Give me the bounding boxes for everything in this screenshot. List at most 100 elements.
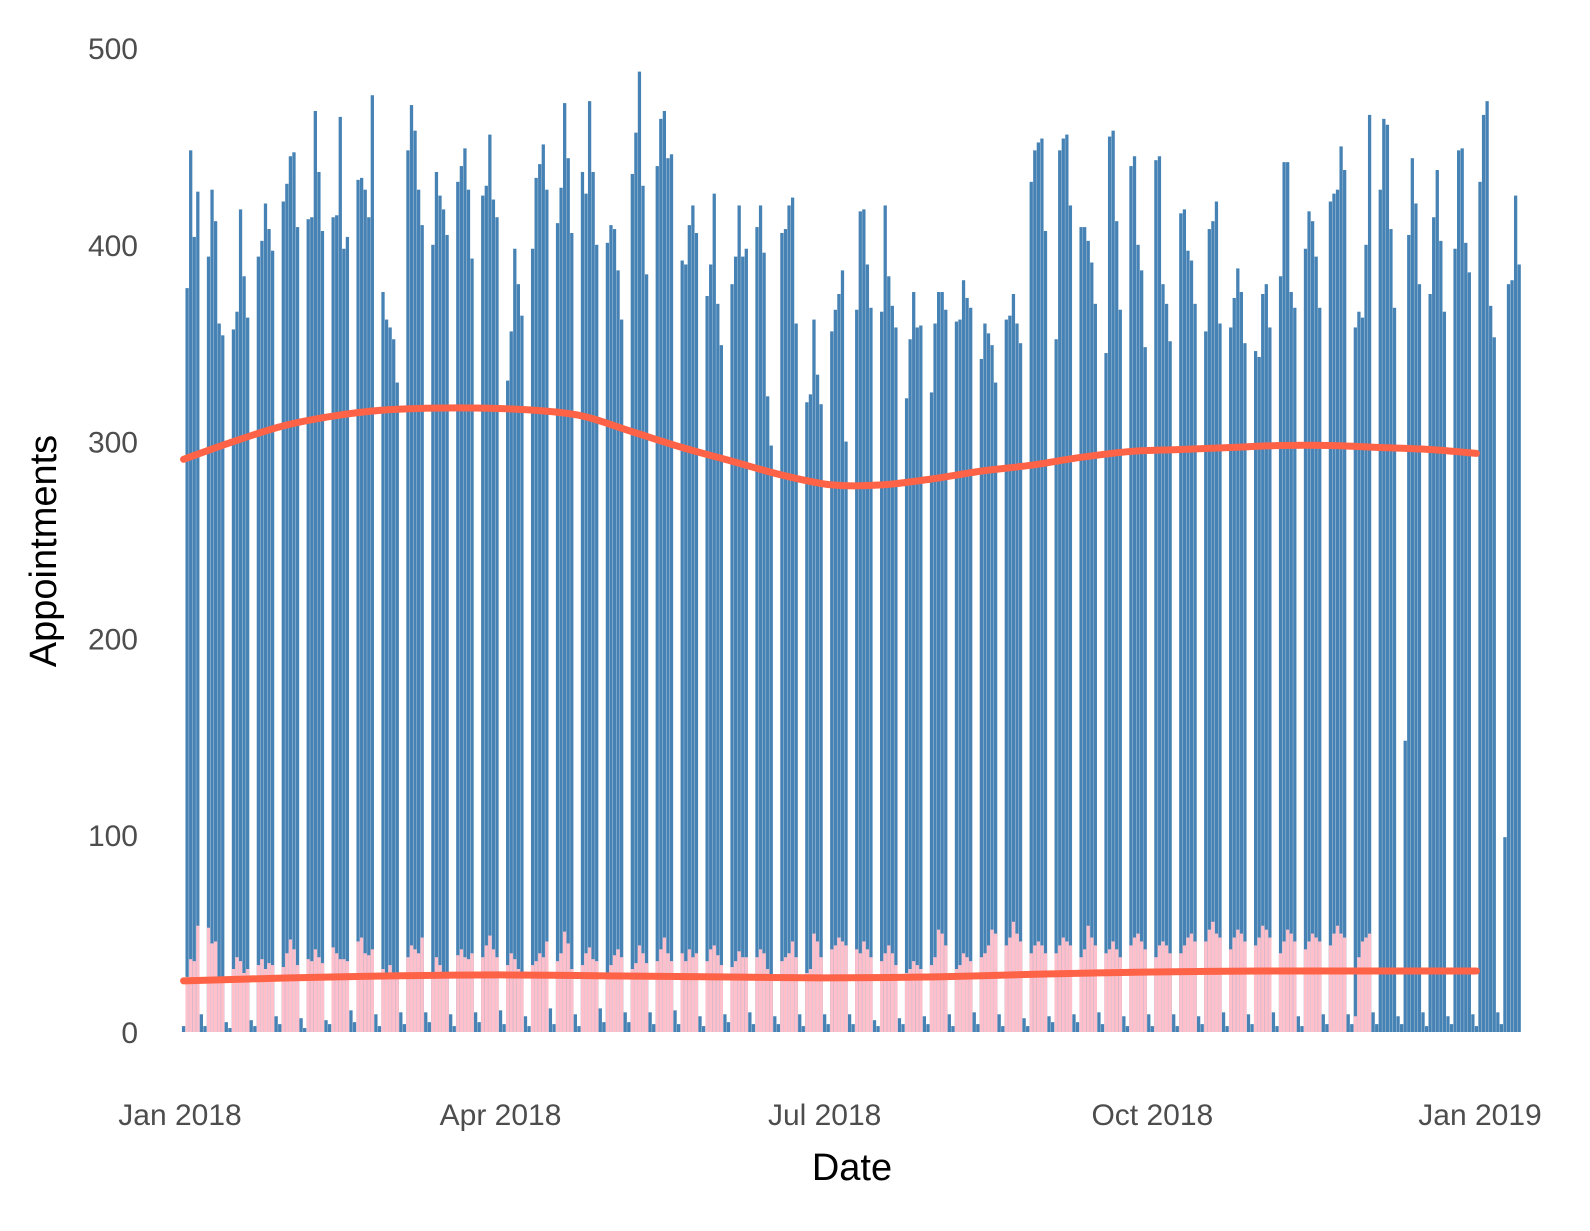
secondary-bar	[1339, 933, 1343, 1032]
secondary-bar	[1086, 925, 1090, 1032]
appointment-bar	[484, 185, 488, 1032]
secondary-bar	[466, 959, 471, 1032]
appointment-bar	[1147, 1014, 1151, 1032]
appointment-bar	[972, 1012, 976, 1032]
appointment-bar	[1086, 240, 1090, 1033]
appointment-bar	[1300, 1026, 1304, 1032]
appointment-bar	[1243, 343, 1247, 1032]
secondary-bar	[612, 955, 617, 1032]
appointment-bar	[1474, 1026, 1479, 1032]
appointment-bar	[206, 256, 211, 1032]
appointment-bar	[741, 256, 745, 1032]
secondary-bar	[506, 965, 510, 1032]
appointment-bar	[360, 177, 364, 1032]
appointment-bar	[488, 134, 492, 1033]
appointment-bar	[352, 1022, 357, 1032]
appointment-bar	[377, 1026, 382, 1032]
appointment-bar	[566, 158, 570, 1032]
appointment-bar	[463, 148, 467, 1032]
appointment-bar	[1364, 244, 1368, 1033]
secondary-bar	[680, 953, 684, 1032]
appointment-bar	[1008, 315, 1012, 1032]
appointment-bar	[1232, 297, 1236, 1032]
secondary-bar	[719, 965, 724, 1032]
appointment-bar	[388, 327, 392, 1033]
secondary-bar	[570, 969, 574, 1032]
appointment-bar	[929, 392, 934, 1032]
secondary-bar	[246, 969, 250, 1032]
appointment-bar	[908, 339, 912, 1032]
secondary-bar	[840, 941, 845, 1032]
appointment-bar	[830, 331, 834, 1032]
secondary-bar	[1090, 937, 1094, 1032]
appointment-bar	[648, 1012, 652, 1032]
appointment-bar	[577, 1026, 581, 1032]
appointment-bar	[723, 1014, 727, 1032]
secondary-bar	[189, 959, 193, 1032]
x-tick-label: Jul 2018	[768, 1099, 881, 1132]
secondary-bar	[819, 957, 823, 1032]
secondary-bar	[210, 943, 214, 1032]
secondary-bar	[1083, 949, 1087, 1032]
appointment-bar	[983, 323, 987, 1032]
appointment-bar	[363, 189, 367, 1032]
appointment-bar	[912, 292, 916, 1032]
appointment-bar	[901, 1024, 905, 1032]
appointment-bar	[1161, 284, 1165, 1032]
appointment-bar	[285, 183, 289, 1033]
appointment-bar	[780, 232, 784, 1033]
appointment-bar	[1481, 114, 1486, 1032]
secondary-bar	[1239, 933, 1244, 1032]
appointment-bar	[773, 1016, 777, 1032]
appointment-bar	[662, 110, 667, 1033]
secondary-bar	[716, 955, 720, 1032]
secondary-bar	[563, 931, 567, 1032]
appointment-bar	[1396, 1016, 1400, 1032]
secondary-bar	[285, 953, 289, 1032]
secondary-bar	[1164, 945, 1169, 1032]
appointment-bar	[498, 1010, 503, 1032]
appointment-bar	[1157, 156, 1162, 1033]
secondary-bars	[185, 921, 1372, 1032]
appointment-bar	[976, 1024, 980, 1032]
appointment-bar	[1125, 1026, 1130, 1032]
appointment-bar	[573, 1014, 577, 1032]
secondary-bar	[409, 945, 414, 1032]
appointment-bar	[801, 1026, 805, 1032]
appointment-bar	[317, 171, 321, 1033]
appointment-bar	[1335, 189, 1340, 1032]
secondary-bar	[1332, 933, 1336, 1032]
secondary-bar	[1111, 941, 1115, 1032]
secondary-bar	[320, 963, 325, 1032]
secondary-bar	[705, 961, 709, 1032]
appointment-bar	[406, 150, 410, 1033]
appointment-bar	[1054, 339, 1058, 1032]
appointment-bar	[947, 1014, 951, 1032]
secondary-bar	[812, 933, 816, 1032]
appointment-bar	[306, 219, 310, 1033]
appointment-bar	[413, 130, 417, 1032]
appointment-bar	[1439, 240, 1443, 1033]
secondary-bar	[1264, 929, 1268, 1032]
appointment-bar	[1097, 1012, 1101, 1032]
secondary-bar	[662, 937, 667, 1032]
appointment-bar	[335, 215, 339, 1032]
appointment-bar	[709, 264, 713, 1033]
secondary-bar	[416, 953, 421, 1032]
appointment-bar	[1029, 181, 1033, 1032]
appointment-bar	[1289, 292, 1293, 1032]
secondary-bar	[420, 937, 424, 1032]
secondary-bar	[213, 941, 218, 1032]
secondary-bar	[370, 949, 374, 1032]
secondary-bar	[712, 945, 716, 1032]
appointment-bar	[922, 1016, 927, 1032]
appointment-bar	[1065, 134, 1069, 1033]
appointment-bar	[1204, 331, 1208, 1032]
secondary-bar	[694, 953, 699, 1032]
appointment-bar	[1196, 1016, 1201, 1032]
secondary-bar	[1261, 925, 1265, 1032]
appointment-bar	[744, 248, 748, 1033]
appointment-bar	[1453, 248, 1457, 1033]
appointment-bar	[221, 335, 225, 1033]
secondary-bar	[231, 969, 236, 1032]
